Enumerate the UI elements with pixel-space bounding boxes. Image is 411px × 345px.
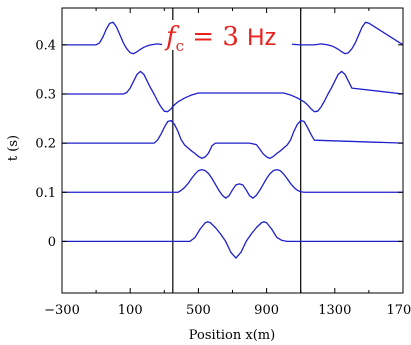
annotation-subscript: c (176, 37, 184, 55)
x-axis-label: Position x(m) (189, 328, 275, 343)
series-line-t-0.1 (62, 169, 403, 199)
y-tick-label: 0.4 (35, 38, 56, 53)
series-line-t-0 (62, 221, 403, 259)
annotation-unit: Hz (247, 24, 276, 51)
annotation-equals: = 3 (184, 22, 247, 52)
series-line-t-0.2 (62, 119, 404, 160)
y-ticks: 0 0.1 0.2 0.3 0.4 (35, 38, 403, 250)
x-tick-label: −300 (44, 303, 80, 318)
x-tick-label: 100 (118, 303, 143, 318)
y-tick-label: 0 (48, 235, 56, 250)
y-tick-label: 0.2 (35, 137, 56, 152)
x-tick-label: 900 (254, 303, 279, 318)
x-tick-label: 500 (186, 303, 211, 318)
x-tick-label: 1300 (318, 303, 351, 318)
series-line-t-0.3 (62, 70, 404, 113)
vertical-lines (172, 8, 302, 293)
annotation-background (162, 20, 292, 50)
annotation-text: fc = 3 Hz (164, 22, 277, 55)
y-axis-label: t (s) (6, 135, 21, 161)
series-group (62, 21, 404, 259)
annotation: fc = 3 Hz (162, 20, 292, 55)
y-tick-label: 0.1 (35, 186, 56, 201)
y-tick-label: 0.3 (35, 87, 56, 102)
